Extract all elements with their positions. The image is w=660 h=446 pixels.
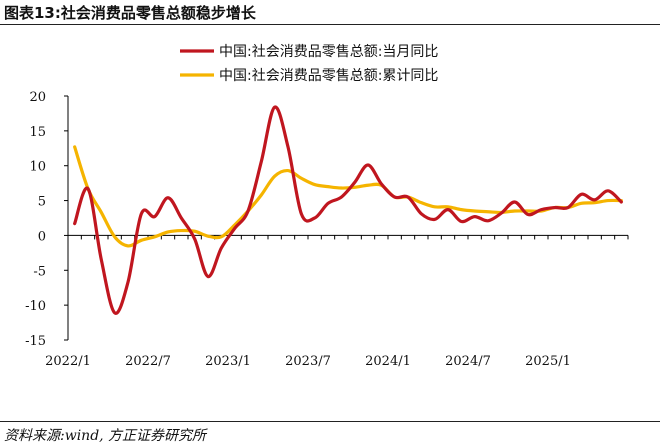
x-tick-label: 2025/1 (525, 354, 571, 369)
source-note: 资料来源:wind, 方正证券研究所 (4, 428, 207, 444)
y-tick-label: -10 (25, 299, 46, 314)
x-tick-label: 2024/7 (445, 354, 491, 369)
x-tick-label: 2022/1 (45, 354, 91, 369)
legend-label: 中国:社会消费品零售总额:累计同比 (219, 68, 438, 84)
y-tick-label: 0 (38, 229, 46, 244)
y-tick-label: 10 (29, 160, 46, 175)
x-tick-label: 2023/7 (285, 354, 331, 369)
series-line-monthly-yoy (73, 105, 623, 315)
y-tick-label: 20 (29, 90, 46, 105)
y-tick-label: 5 (38, 195, 46, 210)
figure-title: 图表13:社会消费品零售总额稳步增长 (4, 4, 256, 22)
series-line-cumulative-yoy (73, 145, 623, 248)
x-tick-label: 2022/7 (125, 354, 171, 369)
x-tick-label: 2023/1 (205, 354, 251, 369)
legend-label: 中国:社会消费品零售总额:当月同比 (219, 44, 438, 60)
series-layer (73, 105, 623, 315)
x-tick-label: 2024/1 (365, 354, 411, 369)
title-underline (0, 24, 660, 25)
y-tick-label: 15 (29, 125, 46, 140)
y-tick-label: -15 (25, 334, 46, 349)
source-rule (0, 421, 660, 422)
y-tick-label: -5 (33, 264, 46, 279)
axes: -15 -10 -5 0 5 10 15 20 2022/1 2022/7 2023/1 2023/7… (25, 90, 629, 369)
